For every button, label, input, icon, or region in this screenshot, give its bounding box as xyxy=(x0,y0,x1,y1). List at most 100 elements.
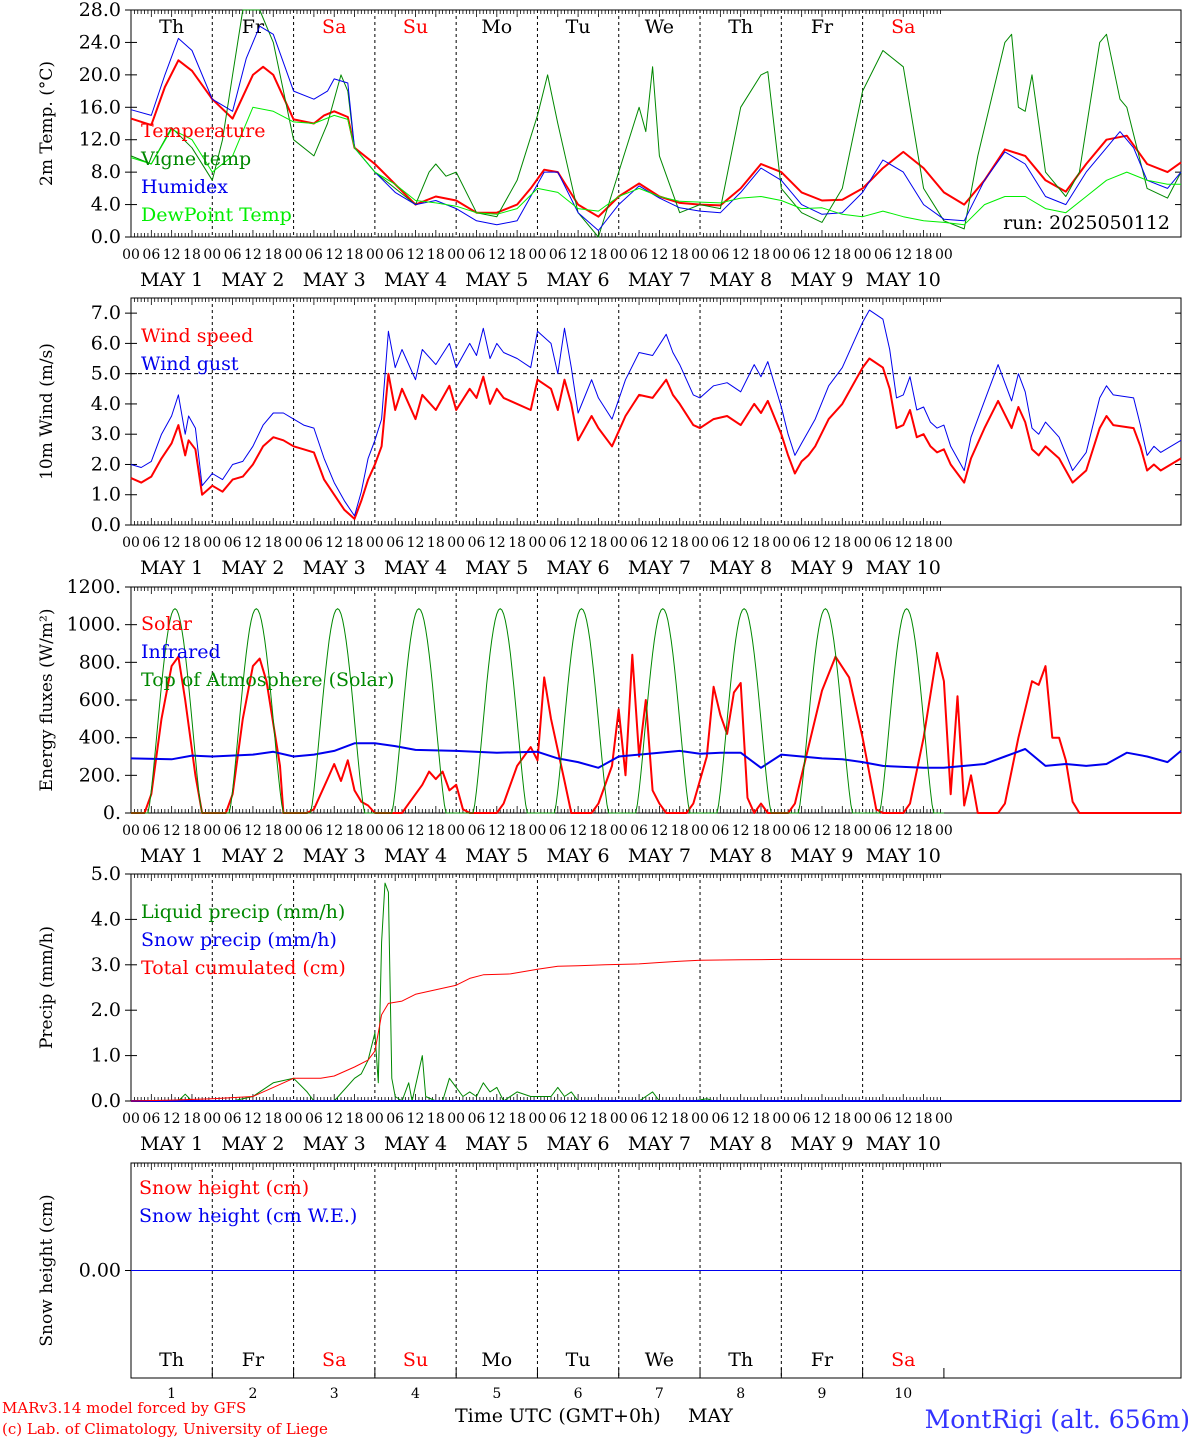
panel-4: 0.0 1.0 2.0 3.0 4.0 5.0 Precip (mm/h) Liquid pr… xyxy=(37,863,1182,1155)
station-label: MontRigi (alt. 656m) xyxy=(925,1405,1190,1434)
legend-entry: Snow height (cm) xyxy=(139,1177,309,1199)
hour-tick-label: 12 xyxy=(813,535,831,551)
hour-tick-label: 12 xyxy=(244,1111,262,1127)
y-tick-label: 1200. xyxy=(67,576,121,598)
hour-tick-label: 00 xyxy=(854,535,872,551)
y-tick-label: 12.0 xyxy=(79,129,121,151)
series-line xyxy=(130,59,1182,218)
hour-tick-label: 00 xyxy=(529,1111,547,1127)
date-label: MAY 6 xyxy=(547,1133,610,1155)
hour-tick-label: 00 xyxy=(447,823,465,839)
hour-tick-label: 06 xyxy=(305,247,323,263)
hour-tick-label: 12 xyxy=(569,247,587,263)
hour-tick-label: 00 xyxy=(935,823,953,839)
legend-entry: DewPoint Temp xyxy=(141,204,292,226)
date-label: MAY 8 xyxy=(709,845,772,867)
hour-tick-label: 00 xyxy=(610,1111,628,1127)
hour-tick-label: 18 xyxy=(508,1111,526,1127)
hour-tick-label: 06 xyxy=(142,247,160,263)
hour-tick-label: 18 xyxy=(346,823,364,839)
date-label: MAY 2 xyxy=(221,557,284,579)
hour-tick-label: 06 xyxy=(224,823,242,839)
day-number: 9 xyxy=(818,1386,827,1402)
hour-tick-label: 12 xyxy=(813,823,831,839)
hour-tick-label: 00 xyxy=(203,1111,221,1127)
hour-tick-label: 12 xyxy=(569,535,587,551)
date-label: MAY 6 xyxy=(547,269,610,291)
hour-tick-label: 00 xyxy=(529,823,547,839)
hour-tick-label: 06 xyxy=(793,1111,811,1127)
hour-tick-label: 06 xyxy=(630,247,648,263)
hour-tick-label: 06 xyxy=(549,1111,567,1127)
panel-2: 0.0 1.0 2.0 3.0 4.0 5.0 6.0 7.0 10m Wind (m/s) Wi… xyxy=(37,297,1182,579)
y-axis-label: 10m Wind (m/s) xyxy=(37,343,57,480)
day-name: Fr xyxy=(811,16,834,38)
hour-tick-label: 00 xyxy=(203,823,221,839)
day-name: Fr xyxy=(811,1349,834,1371)
hour-tick-label: 06 xyxy=(305,1111,323,1127)
hour-tick-label: 06 xyxy=(630,823,648,839)
hour-tick-label: 18 xyxy=(752,535,770,551)
hour-tick-label: 18 xyxy=(346,1111,364,1127)
date-label: MAY 7 xyxy=(628,1133,691,1155)
credit-line-2: (c) Lab. of Climatology, University of L… xyxy=(2,1420,328,1438)
hour-tick-label: 18 xyxy=(833,1111,851,1127)
date-label: MAY 3 xyxy=(303,845,366,867)
hour-tick-label: 12 xyxy=(650,823,668,839)
hour-tick-label: 18 xyxy=(915,1111,933,1127)
hour-tick-label: 00 xyxy=(610,247,628,263)
panel-3: 0. 200. 400. 600. 800. 1000. 1200. Energy fluxe… xyxy=(37,576,1182,867)
hour-tick-label: 00 xyxy=(691,823,709,839)
hour-tick-label: 18 xyxy=(427,823,445,839)
hour-tick-label: 06 xyxy=(630,535,648,551)
hour-tick-label: 18 xyxy=(427,1111,445,1127)
day-name: Th xyxy=(728,1349,753,1371)
hour-tick-label: 06 xyxy=(386,247,404,263)
panel-frame xyxy=(130,586,1182,814)
day-name: Su xyxy=(403,16,428,38)
y-tick-label: 16.0 xyxy=(79,96,121,118)
date-label: MAY 7 xyxy=(628,845,691,867)
hour-tick-label: 12 xyxy=(407,247,425,263)
hour-tick-label: 00 xyxy=(366,823,384,839)
hour-tick-label: 00 xyxy=(366,247,384,263)
legend-entry: Humidex xyxy=(141,176,228,198)
panel-5: 0.00 Snow height (cm) Snow height (cm) Snow… xyxy=(37,1162,1182,1402)
series-line xyxy=(130,309,1182,517)
y-axis-label: Snow height (cm) xyxy=(37,1194,57,1346)
hour-tick-label: 18 xyxy=(346,535,364,551)
hour-tick-label: 12 xyxy=(569,1111,587,1127)
hour-tick-label: 12 xyxy=(650,535,668,551)
hour-tick-label: 00 xyxy=(935,247,953,263)
hour-tick-label: 06 xyxy=(874,1111,892,1127)
hour-tick-label: 12 xyxy=(732,535,750,551)
legend-entry: Vigne temp xyxy=(140,148,251,170)
hour-tick-label: 00 xyxy=(285,247,303,263)
series-line xyxy=(130,9,1182,238)
hour-tick-label: 12 xyxy=(325,1111,343,1127)
date-label: MAY 5 xyxy=(465,269,528,291)
y-tick-label: 4.0 xyxy=(91,908,121,930)
hour-tick-label: 12 xyxy=(407,823,425,839)
hour-tick-label: 06 xyxy=(386,1111,404,1127)
day-number: 7 xyxy=(655,1386,664,1402)
hour-tick-label: 12 xyxy=(488,247,506,263)
y-axis-label: Precip (mm/h) xyxy=(37,926,57,1049)
hour-tick-label: 12 xyxy=(813,1111,831,1127)
date-label: MAY 10 xyxy=(866,557,941,579)
day-number: 8 xyxy=(736,1386,745,1402)
date-label: MAY 10 xyxy=(866,1133,941,1155)
y-tick-label: 400. xyxy=(79,727,121,749)
y-tick-label: 20.0 xyxy=(79,64,121,86)
day-number: 6 xyxy=(574,1386,583,1402)
hour-tick-label: 00 xyxy=(772,535,790,551)
date-label: MAY 2 xyxy=(221,269,284,291)
date-label: MAY 2 xyxy=(221,1133,284,1155)
hour-tick-label: 18 xyxy=(427,247,445,263)
hour-tick-label: 12 xyxy=(894,535,912,551)
hour-tick-label: 18 xyxy=(590,823,608,839)
hour-tick-label: 06 xyxy=(142,1111,160,1127)
hour-tick-label: 12 xyxy=(407,535,425,551)
date-label: MAY 3 xyxy=(303,269,366,291)
date-label: MAY 5 xyxy=(465,845,528,867)
